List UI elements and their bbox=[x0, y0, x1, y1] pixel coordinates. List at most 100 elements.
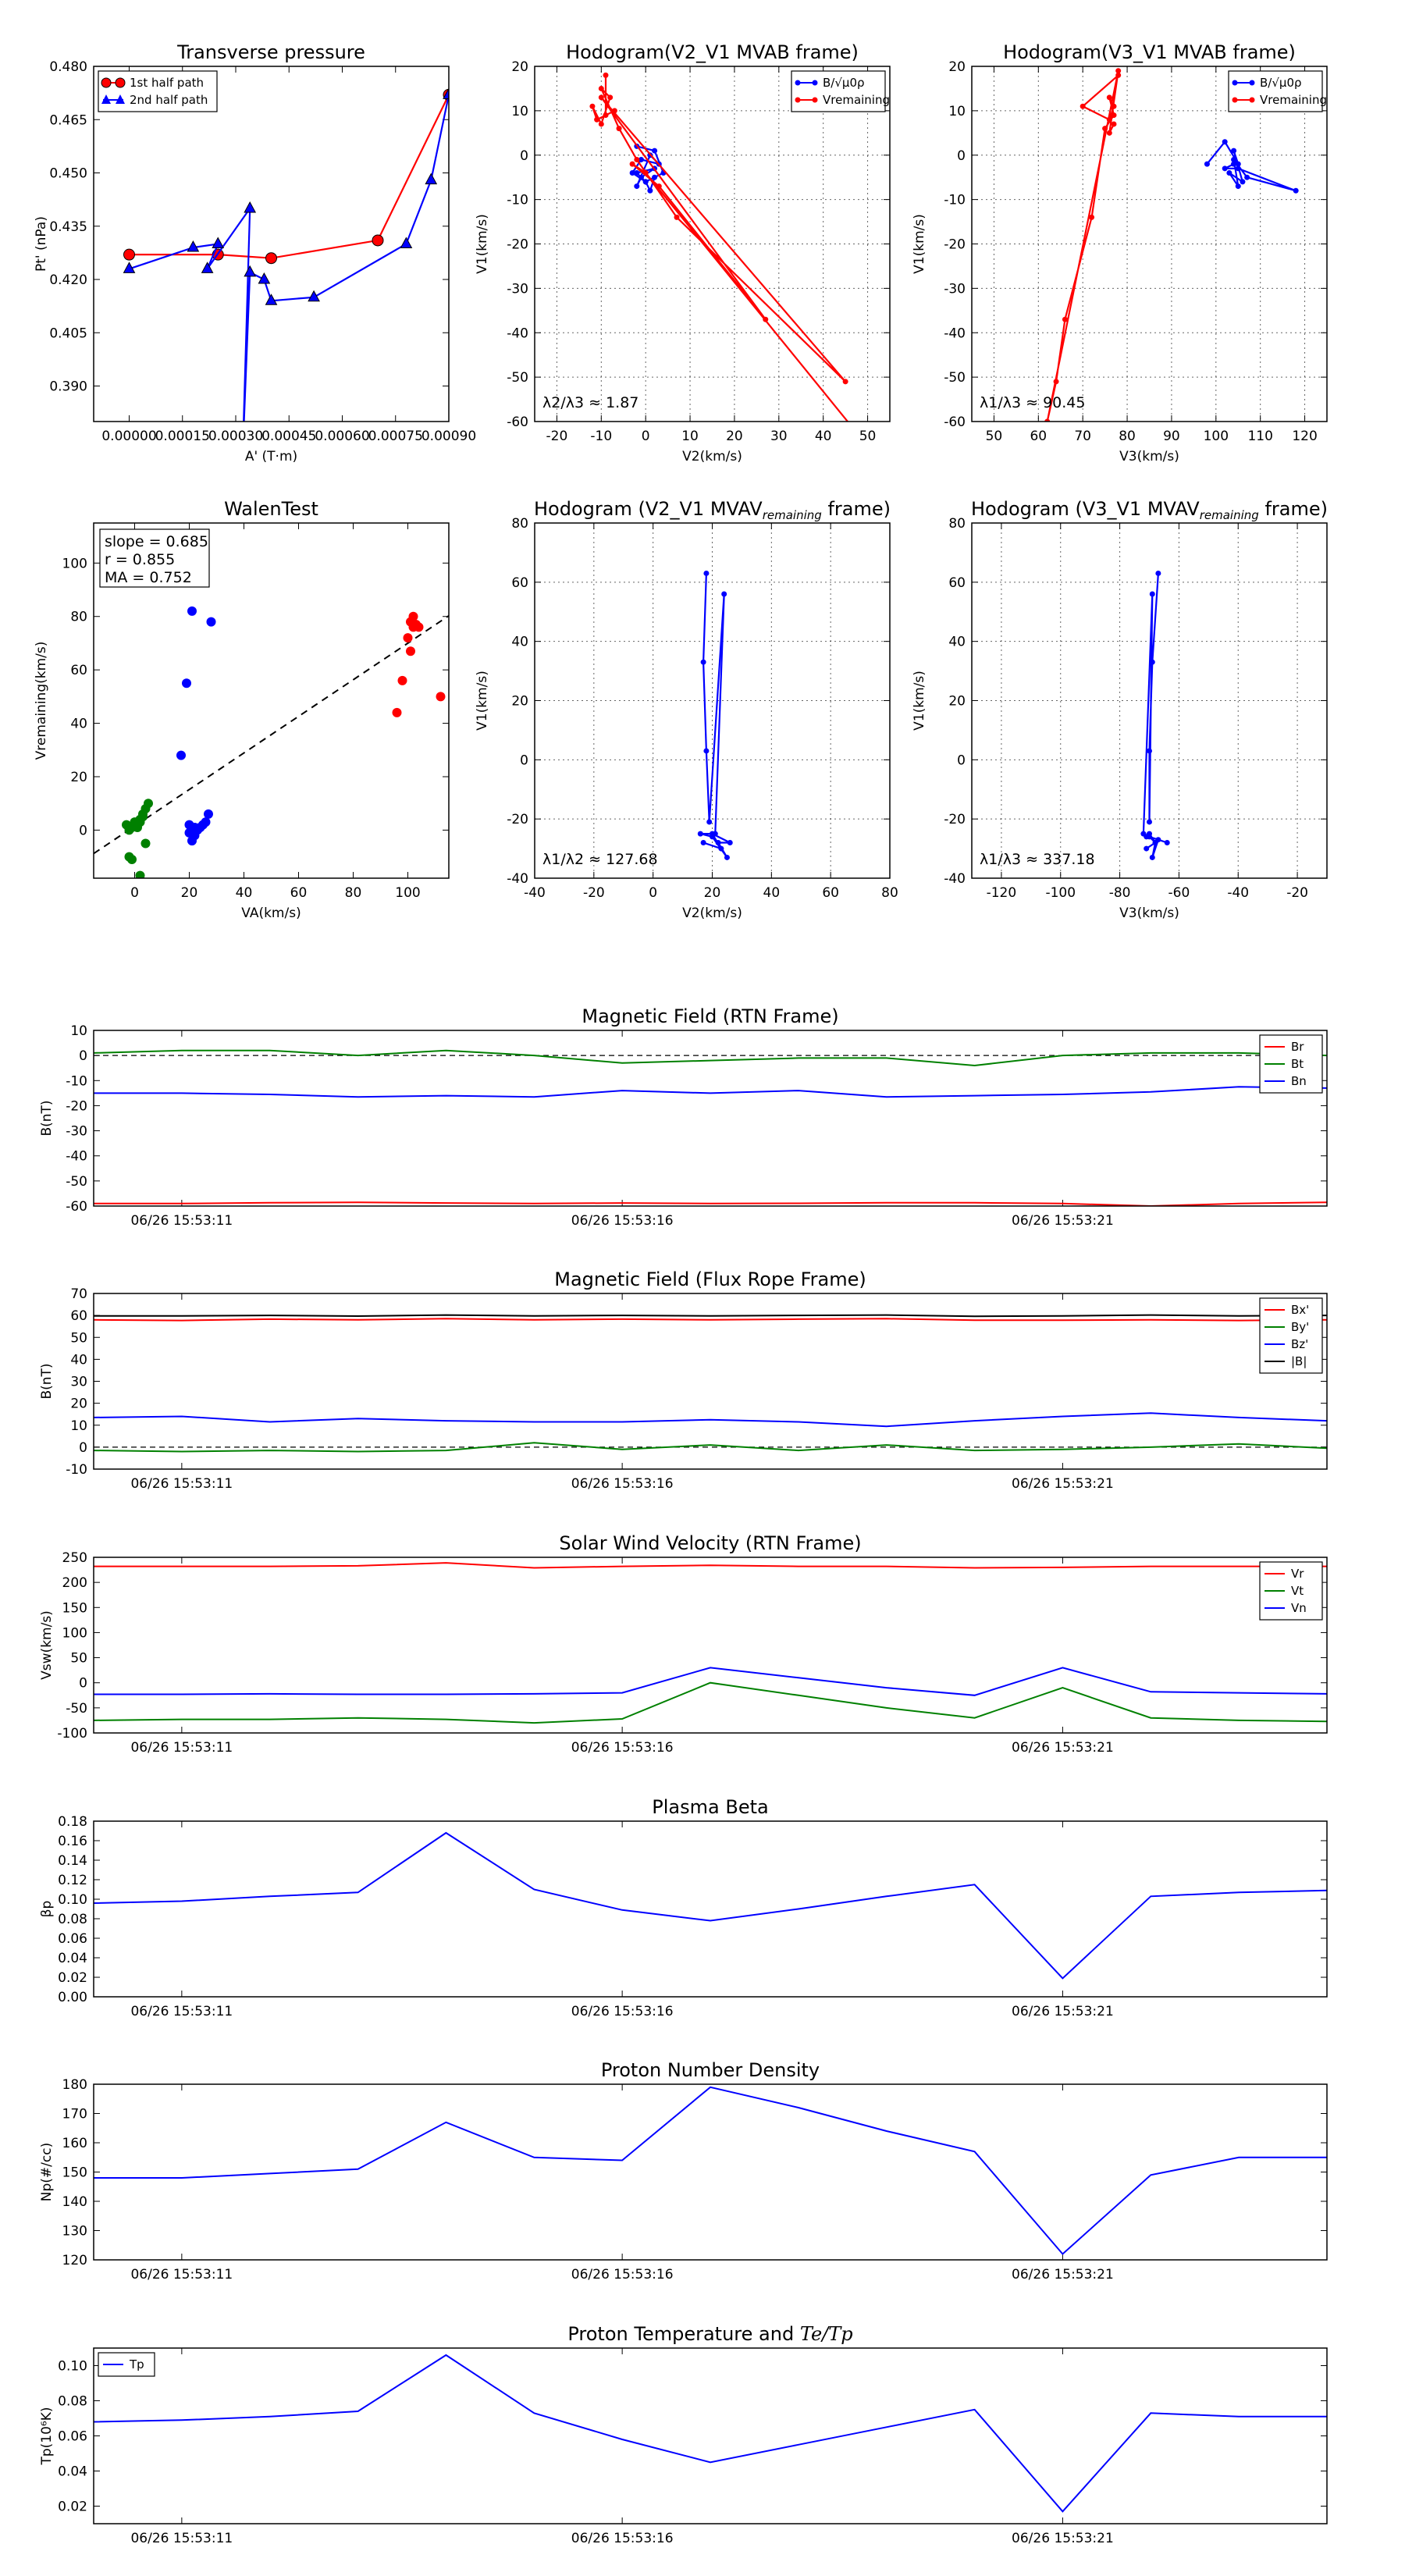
y-tick-label: 0 bbox=[520, 753, 528, 768]
data-point bbox=[138, 812, 148, 822]
y-tick-label: 20 bbox=[511, 694, 528, 710]
y-tick-label: 20 bbox=[70, 1397, 87, 1412]
y-tick-label: 70 bbox=[70, 1286, 87, 1302]
legend-marker bbox=[812, 97, 818, 103]
plot-area bbox=[94, 1831, 1327, 1980]
plot-area bbox=[1140, 570, 1170, 860]
stats-line: r = 0.855 bbox=[105, 551, 175, 568]
y-axis-label: Vsw(km/s) bbox=[39, 1610, 55, 1680]
data-point bbox=[201, 817, 211, 827]
y-tick-label: -40 bbox=[507, 326, 528, 341]
plot-area bbox=[94, 1562, 1327, 1724]
axes-frame bbox=[93, 1030, 1328, 1207]
stats-line: MA = 0.752 bbox=[105, 569, 192, 586]
y-tick-label: -20 bbox=[944, 812, 966, 827]
data-point bbox=[652, 174, 658, 180]
chart-hodo_f: Hodogram (V3_V1 MVAVremaining frame) -120… bbox=[912, 498, 1328, 921]
data-point bbox=[258, 272, 271, 284]
fit-line bbox=[94, 614, 449, 855]
x-tick-label: 06/26 15:53:16 bbox=[571, 2531, 674, 2546]
data-point bbox=[700, 659, 706, 665]
x-tick-label: 30 bbox=[770, 429, 788, 444]
y-tick-label: 0.18 bbox=[58, 1814, 87, 1830]
series-line-bt bbox=[94, 1049, 1327, 1067]
y-tick-label: 30 bbox=[70, 1375, 87, 1390]
y-tick-label: 0.14 bbox=[58, 1853, 87, 1869]
x-axis-label: V3(km/s) bbox=[1119, 906, 1179, 921]
legend-label: Bx' bbox=[1291, 1303, 1309, 1317]
y-tick-label: 0.10 bbox=[58, 1892, 87, 1908]
x-tick-label: 20 bbox=[726, 429, 743, 444]
x-tick-label: 100 bbox=[1204, 429, 1229, 444]
y-tick-label: 0.405 bbox=[49, 326, 87, 341]
data-point bbox=[408, 611, 418, 621]
x-tick-label: -120 bbox=[987, 885, 1017, 901]
series-line-vr bbox=[94, 1562, 1327, 1569]
y-tick-label: 0.390 bbox=[49, 379, 87, 395]
data-point bbox=[603, 72, 609, 78]
x-tick-label: 90 bbox=[1163, 429, 1180, 444]
y-tick-label: 0.12 bbox=[58, 1873, 87, 1888]
plot-area bbox=[1044, 68, 1299, 422]
data-point bbox=[607, 94, 614, 101]
x-tick-label: -40 bbox=[524, 885, 546, 901]
data-point bbox=[634, 183, 640, 190]
y-tick-label: -50 bbox=[944, 370, 966, 386]
y-tick-label: 180 bbox=[62, 2077, 87, 2093]
y-tick-label: 80 bbox=[511, 516, 528, 532]
data-point bbox=[1293, 187, 1299, 194]
chart-np: Proton Number Density 06/26 15:53:11 06/26… bbox=[39, 2059, 1328, 2282]
chart-title-text: Transverse pressure bbox=[176, 41, 365, 63]
y-tick-label: 100 bbox=[62, 1625, 87, 1641]
axes-frame bbox=[534, 522, 891, 879]
y-axis-label: V1(km/s) bbox=[475, 671, 490, 731]
x-tick-label: 80 bbox=[345, 885, 362, 901]
plot-area bbox=[94, 1049, 1327, 1206]
series-line-1st-half-path bbox=[129, 94, 449, 259]
chart-title-subscript: remaining bbox=[1200, 508, 1259, 522]
x-tick-label: -10 bbox=[590, 429, 612, 444]
data-point bbox=[1115, 72, 1122, 78]
data-point bbox=[1204, 161, 1210, 167]
x-tick-label: 100 bbox=[395, 885, 420, 901]
x-tick-label: 06/26 15:53:11 bbox=[130, 1476, 233, 1492]
chart-title-text: Hodogram(V2_V1 MVAB frame) bbox=[566, 41, 859, 63]
data-point bbox=[1106, 130, 1112, 136]
data-point bbox=[1147, 819, 1152, 825]
chart-title-subscript: remaining bbox=[763, 508, 822, 522]
series-line-br bbox=[94, 1201, 1327, 1206]
plot-area bbox=[94, 1314, 1327, 1453]
y-tick-label: 0.02 bbox=[58, 1970, 87, 1986]
chart-title: WalenTest bbox=[224, 498, 318, 520]
y-tick-label: 0.465 bbox=[49, 112, 87, 128]
data-point bbox=[1111, 112, 1117, 119]
x-tick-label: 06/26 15:53:21 bbox=[1012, 1740, 1114, 1756]
y-tick-label: 0.480 bbox=[49, 59, 87, 75]
y-tick-label: -20 bbox=[507, 812, 528, 827]
data-point bbox=[1062, 316, 1068, 322]
data-point bbox=[1235, 183, 1241, 190]
y-tick-label: 160 bbox=[62, 2136, 87, 2151]
y-axis-label: V1(km/s) bbox=[475, 214, 490, 274]
chart-title-suffix: frame) bbox=[1259, 498, 1328, 520]
chart-title: Hodogram(V2_V1 MVAB frame) bbox=[566, 41, 859, 63]
x-tick-label: 70 bbox=[1074, 429, 1091, 444]
x-tick-label: 60 bbox=[290, 885, 308, 901]
x-axis-label: V2(km/s) bbox=[682, 449, 742, 464]
y-axis-label: B(nT) bbox=[39, 1363, 55, 1399]
data-point bbox=[244, 265, 257, 277]
x-axis-label: V2(km/s) bbox=[682, 906, 742, 921]
data-point bbox=[721, 591, 727, 597]
data-point bbox=[265, 252, 277, 265]
data-point bbox=[135, 870, 145, 878]
data-point bbox=[598, 94, 604, 101]
data-point bbox=[1111, 103, 1117, 109]
chart-title: Magnetic Field (Flux Rope Frame) bbox=[554, 1268, 866, 1290]
y-tick-label: 50 bbox=[70, 1651, 87, 1667]
lambda-ratio-annotation: λ1/λ3 ≈ 90.45 bbox=[980, 394, 1085, 411]
legend-marker bbox=[1232, 97, 1238, 103]
legend-label: Br bbox=[1291, 1040, 1304, 1054]
y-axis-label: Np(#/cc) bbox=[39, 2143, 55, 2201]
data-point bbox=[308, 290, 320, 302]
